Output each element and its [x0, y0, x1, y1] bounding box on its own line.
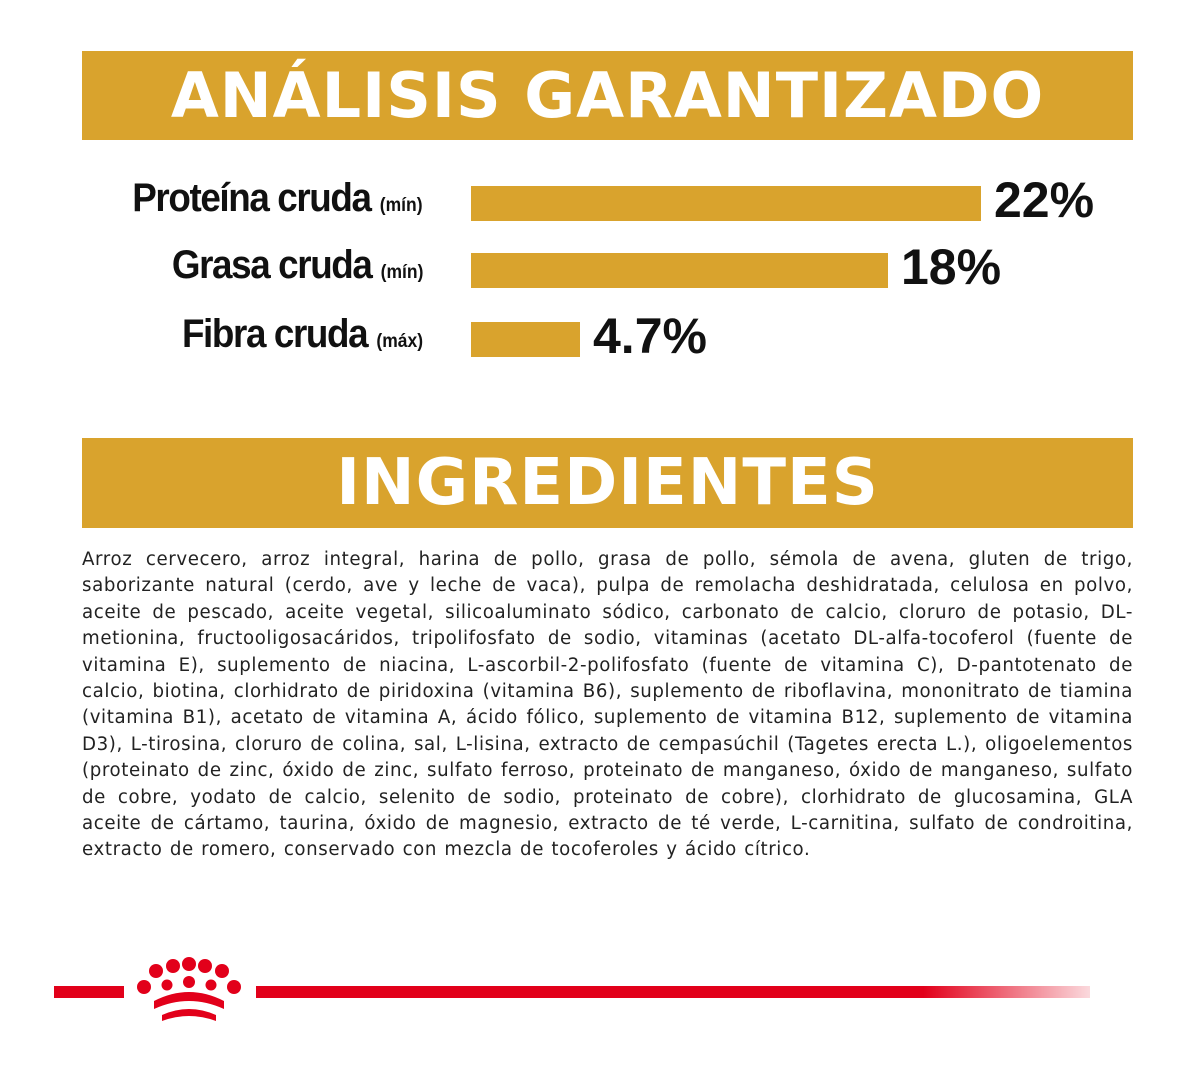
- brand-footer: [0, 955, 1200, 1025]
- royal-canin-crown-icon: [137, 957, 241, 1021]
- nutrient-name-text: Grasa cruda: [171, 243, 372, 287]
- analysis-title: ANÁLISIS GARANTIZADO: [170, 59, 1045, 132]
- nutrient-bar: [471, 185, 981, 221]
- footer-red-line-right: [256, 986, 1090, 998]
- nutrient-name-text: Proteína cruda: [132, 176, 373, 220]
- analysis-banner: ANÁLISIS GARANTIZADO: [82, 51, 1133, 140]
- ingredients-list: Arroz cervecero, arroz integral, harina …: [82, 549, 1133, 861]
- ingredients-banner: INGREDIENTES: [82, 438, 1133, 528]
- nutrient-label: Fibra cruda (máx): [182, 312, 423, 357]
- nutrient-qualifier: (mín): [380, 262, 423, 283]
- nutrient-value-label: 4.7%: [593, 308, 707, 364]
- nutrient-name-text: Fibra cruda: [181, 312, 369, 356]
- nutrient-label: Grasa cruda (mín): [171, 243, 423, 288]
- nutrient-value-label: 22%: [994, 172, 1095, 228]
- nutrient-bar: [471, 321, 580, 357]
- nutrient-value-label: 18%: [901, 239, 1002, 295]
- nutrient-bar: [471, 252, 888, 288]
- nutrient-qualifier: (máx): [376, 331, 423, 352]
- nutrient-qualifier: (mín): [380, 195, 423, 216]
- footer-red-line-left: [54, 986, 124, 998]
- guaranteed-analysis-chart: Proteína cruda (mín) 22% Grasa cruda (mín) 18…: [0, 0, 1200, 420]
- nutrient-label: Proteína cruda (mín): [133, 176, 423, 221]
- ingredients-title: INGREDIENTES: [336, 446, 879, 520]
